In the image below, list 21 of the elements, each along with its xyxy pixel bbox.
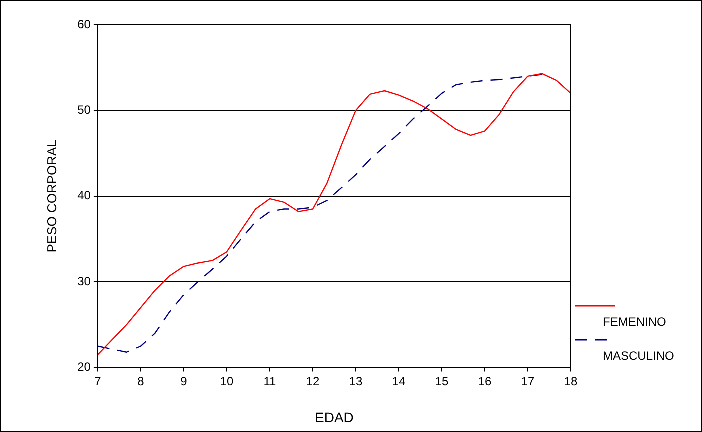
x-tick-label: 7 [94,374,102,388]
x-tick-label: 12 [306,374,320,388]
x-tick-label: 17 [521,374,535,388]
x-tick-label: 13 [349,374,363,388]
x-axis-title: EDAD [315,409,354,426]
y-axis-title: PESO CORPORAL [44,140,60,253]
x-tick-label: 8 [138,374,145,388]
x-tick-label: 18 [564,374,578,388]
y-tick-label: 50 [78,103,92,118]
x-tick-label: 9 [180,374,188,388]
x-tick-label: 15 [435,374,449,388]
legend-label: FEMENINO [602,315,668,329]
y-tick-label: 30 [78,274,92,288]
legend-label: MASCULINO [602,349,676,363]
y-tick-label: 40 [78,188,92,203]
y-tick-label: 20 [78,360,92,374]
x-tick-label: 14 [392,374,406,388]
x-tick-label: 16 [478,374,492,388]
y-tick-label: 60 [78,17,92,32]
x-tick-label: 11 [264,374,277,388]
x-tick-label: 10 [220,374,234,388]
